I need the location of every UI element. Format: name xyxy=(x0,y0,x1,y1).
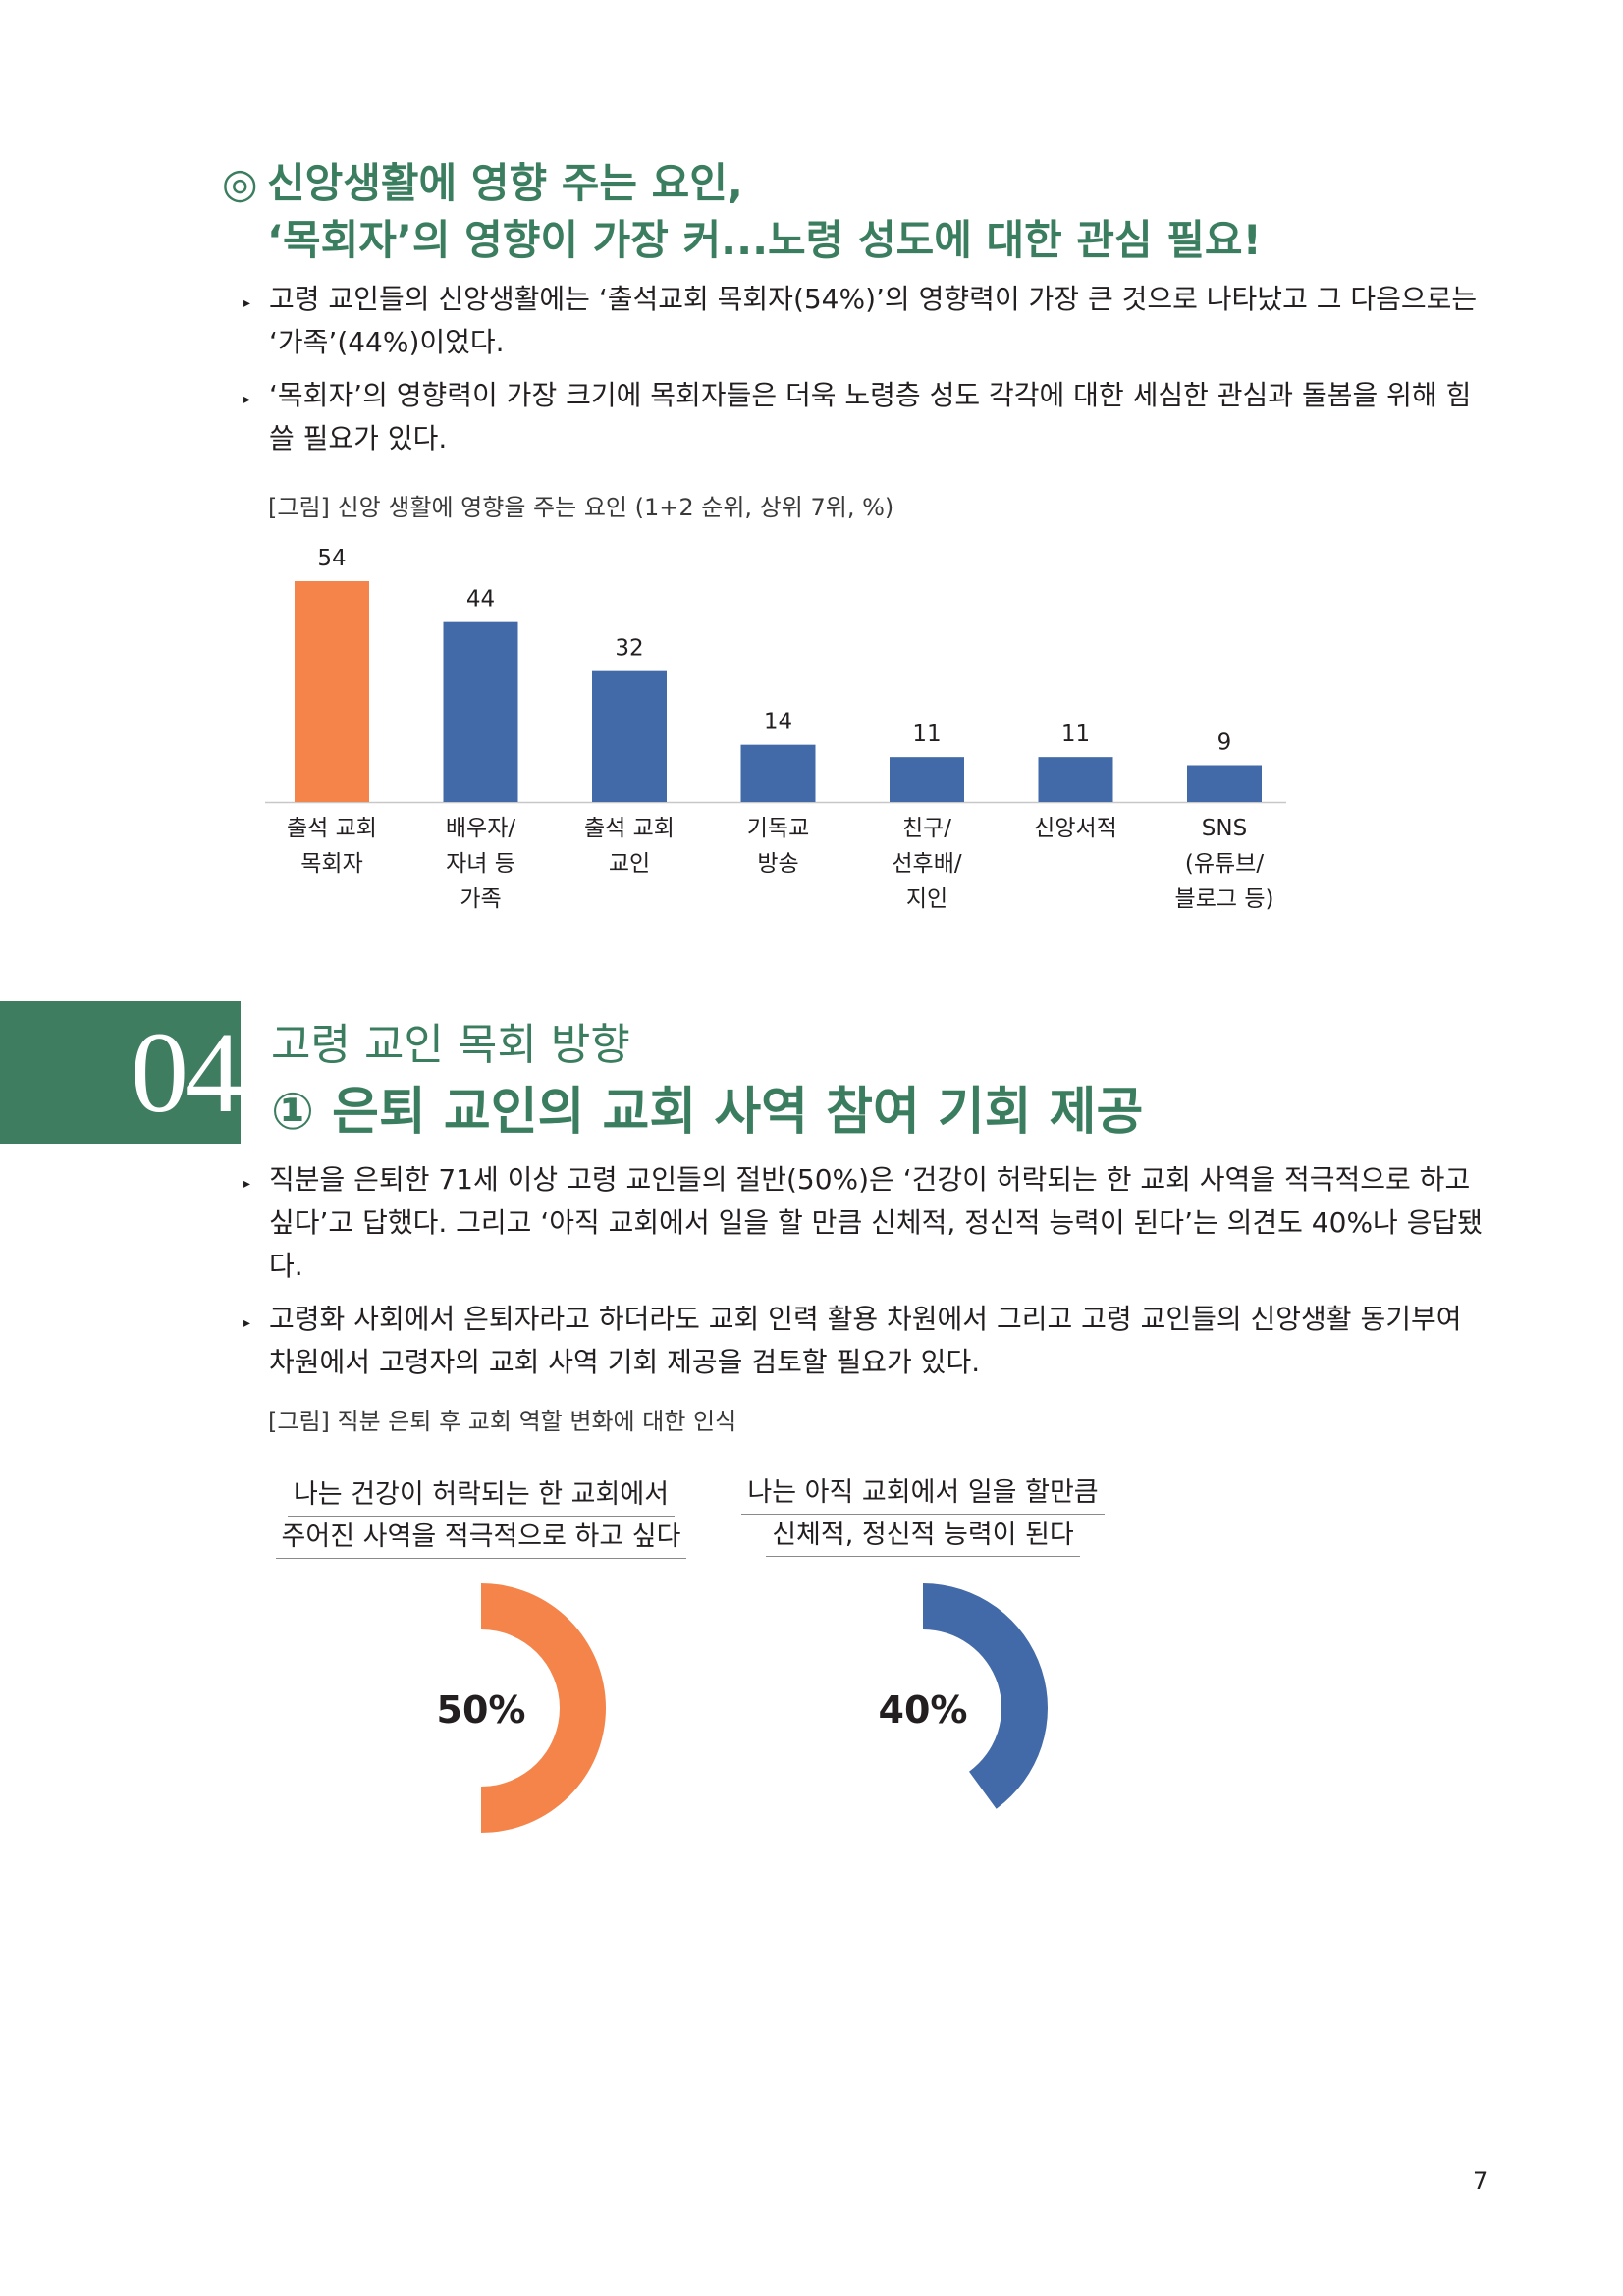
donut-percent-2: 40% xyxy=(878,1688,968,1732)
category-label: 블로그 등) xyxy=(1175,886,1274,912)
bar-2 xyxy=(592,670,667,802)
bar-0 xyxy=(295,581,369,802)
category-label: SNS xyxy=(1202,816,1247,841)
section-heading: ◎ 신앙생활에 영향 주는 요인, ‘목회자’의 영향이 가장 커...노령 성도… xyxy=(222,155,1498,269)
section-number-box: 04 xyxy=(0,1001,243,1144)
category-label: 목회자 xyxy=(300,851,362,877)
donut-arc xyxy=(481,1583,606,1833)
bullet-triangle-icon: ▸ xyxy=(243,295,251,311)
bullet-item: ▸ 고령 교인들의 신앙생활에는 ‘출석교회 목회자(54%)’의 영향력이 가… xyxy=(243,283,1478,358)
donut-label-2: 나는 아직 교회에서 일을 할만큼 신체적, 정신적 능력이 된다 xyxy=(717,1472,1129,1557)
bullet-item: ▸ 고령화 사회에서 은퇴자라고 하더라도 교회 인력 활용 차원에서 그리고 … xyxy=(243,1303,1462,1378)
figure-caption-1: [그림] 신앙 생활에 영향을 주는 요인 (1+2 순위, 상위 7위, %) xyxy=(268,494,894,521)
category-label: 방송 xyxy=(757,851,798,877)
section-subtitle: 고령 교인 목회 방향 xyxy=(271,1020,630,1070)
bar-3 xyxy=(740,744,816,802)
bar-value-label: 9 xyxy=(1217,730,1232,756)
bullet-list-2: ▸ 직분을 은퇴한 71세 이상 고령 교인들의 절반(50%)은 ‘건강이 허… xyxy=(243,1158,1483,1394)
bullet-triangle-icon: ▸ xyxy=(243,392,251,407)
donut-arc xyxy=(923,1583,1048,1809)
category-label: 기독교 xyxy=(747,816,809,841)
bar-6 xyxy=(1187,765,1262,802)
donut-chart-1 xyxy=(481,1583,606,1833)
heading-line-1: 신앙생활에 영향 주는 요인, xyxy=(267,159,743,207)
bullet-list-1: ▸ 고령 교인들의 신앙생활에는 ‘출석교회 목회자(54%)’의 영향력이 가… xyxy=(243,278,1483,470)
category-label: 배우자/ xyxy=(446,816,515,841)
bar-value-label: 44 xyxy=(466,587,495,613)
section-title: ① 은퇴 교인의 교회 사역 참여 기회 제공 xyxy=(271,1083,1144,1142)
category-label: 교인 xyxy=(609,851,650,877)
category-label: 가족 xyxy=(460,886,501,912)
bar-value-label: 11 xyxy=(912,721,941,747)
bar-value-label: 14 xyxy=(764,710,792,735)
bullet-item: ▸ 직분을 은퇴한 71세 이상 고령 교인들의 절반(50%)은 ‘건강이 허… xyxy=(243,1163,1483,1282)
bar-4 xyxy=(890,757,964,802)
category-label: (유튜브/ xyxy=(1185,851,1264,877)
bullet-triangle-icon: ▸ xyxy=(243,1315,251,1331)
category-label: 지인 xyxy=(906,886,947,912)
category-label: 출석 교회 xyxy=(287,816,377,841)
bar-5 xyxy=(1038,757,1113,802)
category-label: 선후배/ xyxy=(892,851,961,877)
donut-percent-1: 50% xyxy=(436,1688,526,1732)
double-circle-icon: ◎ xyxy=(222,159,258,207)
category-label: 자녀 등 xyxy=(446,851,515,877)
bullet-triangle-icon: ▸ xyxy=(243,1176,251,1192)
donut-chart-2 xyxy=(923,1583,1048,1809)
category-label: 친구/ xyxy=(902,816,951,841)
figure-caption-2: [그림] 직분 은퇴 후 교회 역할 변화에 대한 인식 xyxy=(268,1408,737,1435)
donut-label-1: 나는 건강이 허락되는 한 교회에서 주어진 사역을 적극적으로 하고 싶다 xyxy=(275,1474,687,1559)
category-label: 신앙서적 xyxy=(1034,816,1117,841)
bar-value-label: 11 xyxy=(1061,721,1090,747)
bar-value-label: 54 xyxy=(317,546,346,571)
bar-1 xyxy=(443,621,518,802)
bullet-item: ▸ ‘목회자’의 영향력이 가장 크기에 목회자들은 더욱 노령층 성도 각각에… xyxy=(243,379,1472,454)
heading-line-2: ‘목회자’의 영향이 가장 커...노령 성도에 대한 관심 필요! xyxy=(267,216,1262,264)
category-label: 출석 교회 xyxy=(584,816,675,841)
bar-value-label: 32 xyxy=(615,636,643,662)
page-number: 7 xyxy=(1473,2167,1488,2195)
